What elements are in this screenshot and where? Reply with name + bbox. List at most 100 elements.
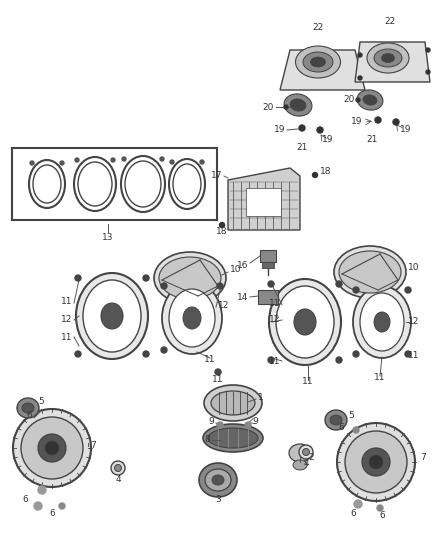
Circle shape <box>353 287 359 293</box>
Circle shape <box>219 222 225 228</box>
Circle shape <box>377 505 383 511</box>
Circle shape <box>353 351 359 357</box>
Text: 22: 22 <box>385 18 396 27</box>
Text: 9: 9 <box>252 417 258 426</box>
Ellipse shape <box>114 464 121 472</box>
Ellipse shape <box>162 282 222 354</box>
Text: 22: 22 <box>312 23 324 33</box>
Circle shape <box>75 158 79 162</box>
Circle shape <box>426 70 430 74</box>
Text: 8: 8 <box>204 435 210 445</box>
Ellipse shape <box>211 391 255 415</box>
Circle shape <box>122 157 126 161</box>
Circle shape <box>111 158 115 162</box>
Ellipse shape <box>76 273 148 359</box>
Ellipse shape <box>101 303 123 329</box>
Text: 17: 17 <box>211 171 222 180</box>
Ellipse shape <box>367 43 409 73</box>
Ellipse shape <box>269 279 341 365</box>
Text: 12: 12 <box>60 316 72 325</box>
Text: 18: 18 <box>320 167 332 176</box>
Text: 19: 19 <box>400 125 411 134</box>
Ellipse shape <box>38 434 66 462</box>
Ellipse shape <box>374 49 402 67</box>
Text: 11: 11 <box>268 300 280 309</box>
Ellipse shape <box>330 415 342 425</box>
Circle shape <box>161 347 167 353</box>
Ellipse shape <box>311 57 325 67</box>
Ellipse shape <box>183 307 201 329</box>
Text: 9: 9 <box>208 417 214 426</box>
Circle shape <box>317 127 323 133</box>
Bar <box>260 250 276 262</box>
Text: 19: 19 <box>350 117 362 126</box>
Polygon shape <box>280 50 365 90</box>
Ellipse shape <box>303 448 310 456</box>
Text: 11: 11 <box>374 374 386 383</box>
Circle shape <box>217 283 223 289</box>
Text: 5: 5 <box>38 398 44 407</box>
Ellipse shape <box>374 312 390 332</box>
Ellipse shape <box>78 162 112 206</box>
Text: 20: 20 <box>344 95 355 104</box>
Text: 11: 11 <box>212 376 224 384</box>
Text: 6: 6 <box>338 424 344 432</box>
Ellipse shape <box>169 159 205 209</box>
Circle shape <box>34 502 42 510</box>
Ellipse shape <box>276 286 334 358</box>
Ellipse shape <box>33 165 61 203</box>
Circle shape <box>38 486 46 494</box>
Circle shape <box>215 369 221 375</box>
Circle shape <box>268 357 274 363</box>
Ellipse shape <box>360 293 404 351</box>
Text: 4: 4 <box>303 459 309 469</box>
Text: 6: 6 <box>379 512 385 521</box>
Text: 11: 11 <box>60 297 72 306</box>
Ellipse shape <box>125 161 161 207</box>
Ellipse shape <box>13 409 91 487</box>
Ellipse shape <box>363 95 377 105</box>
Ellipse shape <box>303 52 333 72</box>
Text: 6: 6 <box>26 411 32 421</box>
Ellipse shape <box>205 469 231 491</box>
Ellipse shape <box>159 257 221 299</box>
Ellipse shape <box>339 251 401 293</box>
Ellipse shape <box>299 445 313 459</box>
Circle shape <box>393 119 399 125</box>
Ellipse shape <box>154 252 226 304</box>
Text: 2: 2 <box>308 454 314 463</box>
Text: 7: 7 <box>90 440 96 449</box>
Polygon shape <box>228 168 300 230</box>
Text: 12: 12 <box>268 316 280 325</box>
Circle shape <box>268 281 274 287</box>
Circle shape <box>143 275 149 281</box>
Circle shape <box>160 157 164 161</box>
Circle shape <box>375 117 381 123</box>
Circle shape <box>60 161 64 165</box>
Text: 11: 11 <box>60 334 72 343</box>
Ellipse shape <box>334 246 406 298</box>
Circle shape <box>358 76 362 80</box>
Ellipse shape <box>169 289 215 347</box>
Circle shape <box>356 98 360 102</box>
Text: 16: 16 <box>237 261 248 270</box>
Circle shape <box>30 161 34 165</box>
Circle shape <box>358 53 362 57</box>
Ellipse shape <box>345 431 407 493</box>
Ellipse shape <box>29 160 65 208</box>
Polygon shape <box>355 42 430 82</box>
Circle shape <box>426 48 430 52</box>
Ellipse shape <box>362 448 390 476</box>
Circle shape <box>75 275 81 281</box>
Circle shape <box>217 422 223 428</box>
Text: 18: 18 <box>216 228 228 237</box>
Ellipse shape <box>353 286 411 358</box>
Ellipse shape <box>204 385 262 421</box>
Bar <box>258 290 278 304</box>
Circle shape <box>336 357 342 363</box>
Circle shape <box>143 351 149 357</box>
Ellipse shape <box>325 410 347 430</box>
Ellipse shape <box>296 46 340 78</box>
Ellipse shape <box>293 460 307 470</box>
Text: 1: 1 <box>258 392 264 401</box>
